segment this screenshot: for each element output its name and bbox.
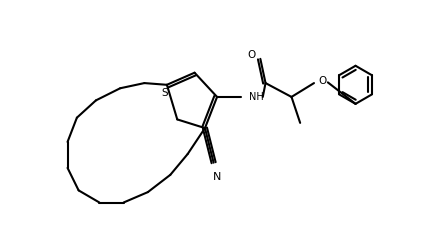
Text: N: N (213, 171, 221, 182)
Text: S: S (162, 88, 168, 99)
Text: O: O (318, 76, 327, 86)
Text: NH: NH (249, 92, 264, 102)
Text: O: O (248, 50, 256, 60)
